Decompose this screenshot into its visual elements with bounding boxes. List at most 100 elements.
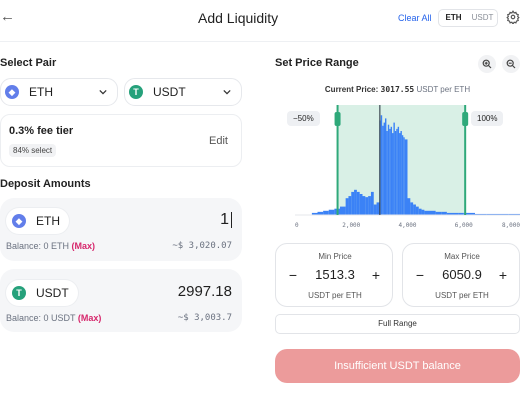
token-a-select[interactable]: ◆ ETH (0, 78, 118, 106)
liquidity-bar (435, 211, 442, 215)
back-arrow-icon[interactable]: ← (0, 8, 15, 25)
max-price-label: Max Price (444, 252, 480, 261)
fee-edit-button[interactable]: Edit (209, 135, 228, 147)
deposit-token-eth[interactable]: ◆ ETH (6, 208, 69, 234)
liquidity-bar (392, 133, 394, 215)
set-price-range-title: Set Price Range (275, 57, 359, 69)
lower-range-handle[interactable] (334, 105, 341, 215)
token-b-select[interactable]: T USDT (124, 78, 242, 106)
x-tick-label: 8,000 (502, 222, 520, 229)
liquidity-bar (403, 137, 405, 215)
toggle-usdt[interactable]: USDT (471, 13, 494, 22)
x-tick-label: 4,000 (398, 222, 416, 229)
liquidity-bar (351, 191, 355, 215)
token-toggle: ETH USDT (438, 9, 498, 27)
liquidity-bar (354, 189, 357, 215)
zoom-out-icon[interactable] (502, 55, 520, 73)
deposit-card-eth: ◆ ETH 1 Balance: 0 ETH (Max) ~$ 3,020.07 (0, 198, 242, 261)
liquidity-bar (421, 209, 425, 215)
balance-text: Balance: 0 USDT (6, 313, 76, 323)
liquidity-bar (393, 122, 395, 215)
liquidity-bar (410, 202, 414, 215)
liquidity-bar (441, 211, 447, 215)
liquidity-bar (415, 206, 419, 215)
usd-value: ~$ 3,020.07 (172, 241, 232, 251)
usdt-icon: T (12, 286, 26, 300)
liquidity-bar (418, 208, 422, 215)
min-price-input[interactable]: 1513.3 (315, 267, 355, 282)
toggle-eth[interactable]: ETH (445, 13, 462, 22)
liquidity-bar (340, 206, 346, 215)
balance-line: Balance: 0 USDT (Max) (6, 313, 101, 323)
text-caret (231, 211, 232, 228)
x-tick-label: 6,000 (455, 222, 473, 229)
liquidity-bar (376, 202, 380, 215)
upper-range-handle[interactable] (462, 105, 469, 215)
liquidity-bar (323, 210, 329, 215)
min-decrement-button[interactable]: − (288, 267, 298, 283)
balance-line: Balance: 0 ETH (Max) (6, 241, 95, 251)
liquidity-bar (452, 212, 459, 215)
liquidity-bar (348, 196, 352, 215)
liquidity-bar (328, 209, 335, 215)
upper-range-percent: 100% (471, 111, 504, 126)
liquidity-bar (317, 211, 324, 215)
min-price-unit: USDT per ETH (308, 291, 362, 300)
deposit-card-usdt: T USDT 2997.18 Balance: 0 USDT (Max) ~$ … (0, 269, 242, 332)
balance-text: Balance: 0 ETH (6, 241, 70, 251)
deposit-amount-input[interactable]: 1 (220, 211, 232, 229)
liquidity-bar (396, 128, 398, 215)
chevron-down-icon (223, 89, 231, 95)
liquidity-bar (385, 118, 387, 215)
full-range-button[interactable]: Full Range (275, 314, 520, 334)
insufficient-balance-button[interactable]: Insufficient USDT balance (275, 349, 520, 383)
eth-icon: ◆ (12, 214, 26, 228)
x-tick-label: 0 (295, 222, 299, 229)
liquidity-bar (404, 139, 408, 215)
max-button[interactable]: (Max) (71, 241, 96, 251)
current-price-line: Current Price: 3017.55 USDT per ETH (275, 85, 520, 94)
liquidity-bar (365, 197, 369, 215)
x-tick-labels: 0 2,000 4,000 6,000 8,000 (295, 222, 520, 229)
usd-value: ~$ 3,003.7 (177, 313, 232, 323)
max-increment-button[interactable]: + (498, 267, 508, 283)
liquidity-bar (373, 204, 377, 215)
deposit-token-usdt[interactable]: T USDT (6, 280, 78, 306)
fee-select-badge: 84% select (9, 144, 57, 157)
liquidity-bar (383, 122, 385, 215)
min-increment-button[interactable]: + (371, 267, 381, 283)
clear-all-button[interactable]: Clear All (398, 13, 432, 23)
liquidity-bar (399, 133, 401, 215)
max-price-unit: USDT per ETH (435, 291, 489, 300)
max-decrement-button[interactable]: − (415, 267, 425, 283)
liquidity-bar (400, 131, 402, 215)
current-price-unit: USDT per ETH (416, 85, 471, 94)
liquidity-bar (359, 194, 363, 215)
liquidity-bar (424, 210, 430, 215)
deposit-amount-value[interactable]: 2997.18 (177, 283, 232, 300)
liquidity-bar (413, 204, 416, 215)
page-title: Add Liquidity (198, 10, 279, 26)
usdt-icon: T (129, 85, 143, 99)
max-price-input[interactable]: 6050.9 (442, 267, 482, 282)
deposit-amounts-title: Deposit Amounts (0, 178, 91, 190)
liquidity-bar (397, 126, 400, 215)
current-price-label: Current Price: (324, 85, 379, 94)
liquidity-chart[interactable]: 0 2,000 4,000 6,000 8,000 (275, 100, 520, 235)
deposit-token-label: ETH (36, 214, 60, 228)
min-price-label: Min Price (318, 252, 352, 261)
liquidity-bars (311, 115, 520, 215)
liquidity-bar (486, 213, 498, 215)
liquidity-bar (362, 196, 366, 215)
zoom-in-icon[interactable] (478, 55, 496, 73)
liquidity-bar (380, 115, 383, 215)
liquidity-bar (463, 212, 475, 215)
liquidity-bar (407, 198, 411, 215)
max-button[interactable]: (Max) (77, 313, 102, 323)
select-pair-title: Select Pair (0, 57, 57, 69)
liquidity-bar (382, 125, 384, 215)
gear-icon[interactable] (506, 10, 520, 24)
token-b-label: USDT (153, 85, 186, 99)
liquidity-bar (311, 212, 318, 215)
liquidity-bar (508, 213, 520, 215)
